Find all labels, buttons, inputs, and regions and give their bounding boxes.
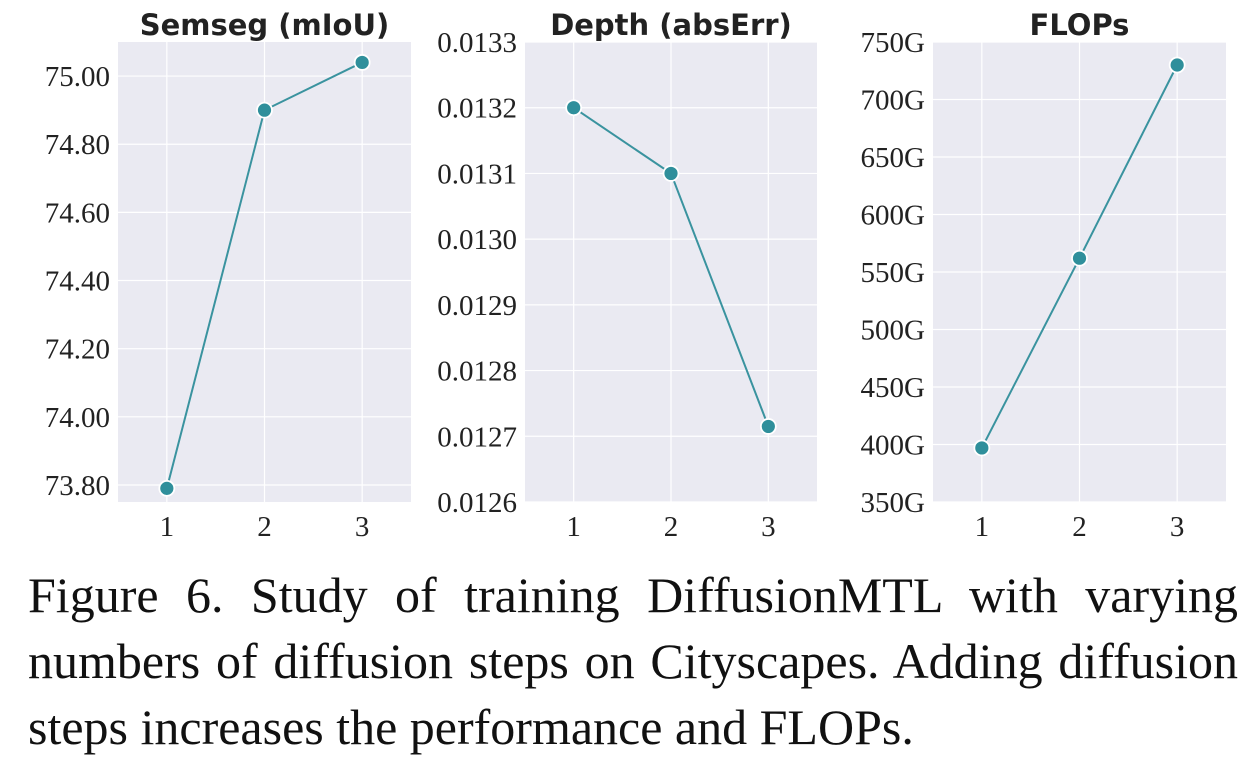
- flops-y-tick-label: 400G: [861, 430, 926, 462]
- semseg-x-tick-label: 1: [160, 511, 175, 543]
- flops-y-tick-label: 350G: [861, 487, 926, 519]
- flops-y-tick-label: 450G: [861, 372, 926, 404]
- semseg-data-point: [256, 101, 273, 119]
- flops-panel-title: FLOPs: [1030, 8, 1130, 42]
- semseg-x-tick-label: 3: [355, 511, 370, 543]
- depth-y-tick-label: 0.0133: [437, 27, 517, 59]
- depth-y-tick-label: 0.0128: [437, 356, 517, 388]
- semseg-y-tick-label: 73.80: [45, 470, 110, 502]
- semseg-y-tick-label: 74.20: [45, 334, 110, 366]
- semseg-y-tick-label: 74.60: [45, 197, 110, 229]
- flops-data-point: [1071, 249, 1088, 267]
- flops-y-tick-label: 550G: [861, 257, 926, 289]
- depth-y-tick-label: 0.0131: [437, 158, 517, 190]
- figure-caption: Figure 6. Study of training DiffusionMTL…: [28, 567, 1238, 755]
- flops-y-tick-label: 750G: [861, 27, 926, 59]
- flops-y-tick-label: 700G: [861, 85, 926, 117]
- depth-data-point: [662, 165, 680, 182]
- semseg-panel-title: Semseg (mIoU): [140, 8, 390, 42]
- semseg-y-tick-label: 74.80: [45, 129, 110, 161]
- flops-x-tick-label: 1: [975, 511, 990, 543]
- depth-x-tick-label: 3: [761, 511, 776, 543]
- depth-x-tick-label: 1: [566, 511, 581, 543]
- figure: 73.80 74.00 74.20 74.40 74.60 74.80 75.00 1 2 3 Se…: [45, 8, 1226, 543]
- flops-data-point: [1168, 56, 1186, 74]
- semseg-y-tick-label: 74.40: [45, 266, 110, 298]
- semseg-data-point: [158, 479, 176, 497]
- flops-y-tick-label: 500G: [861, 315, 926, 347]
- flops-panel: 350G 400G 450G 500G 550G 600G 650G 700G 750G 1 2 3 F…: [861, 8, 1226, 543]
- semseg-panel: 73.80 74.00 74.20 74.40 74.60 74.80 75.00 1 2 3 Se…: [45, 8, 411, 543]
- depth-panel: 0.0126 0.0127 0.0128 0.0129 0.0130 0.0131 0.01…: [437, 8, 817, 543]
- semseg-y-tick-label: 75.00: [45, 61, 110, 93]
- depth-y-tick-label: 0.0129: [437, 290, 517, 322]
- flops-x-tick-label: 3: [1170, 511, 1185, 543]
- depth-y-tick-label: 0.0130: [437, 224, 517, 256]
- depth-x-tick-label: 2: [664, 511, 679, 543]
- depth-y-tick-label: 0.0127: [437, 421, 517, 453]
- depth-data-point: [565, 99, 583, 117]
- depth-data-point: [759, 418, 777, 435]
- flops-y-tick-label: 600G: [861, 200, 926, 232]
- semseg-y-tick-label: 74.00: [45, 402, 110, 434]
- depth-panel-title: Depth (absErr): [550, 8, 792, 42]
- flops-x-tick-label: 2: [1072, 511, 1087, 543]
- flops-data-point: [973, 439, 991, 457]
- depth-y-tick-label: 0.0132: [437, 93, 517, 125]
- depth-y-tick-label: 0.0126: [437, 487, 517, 519]
- semseg-x-tick-label: 2: [257, 511, 272, 543]
- semseg-data-point: [353, 54, 371, 71]
- flops-y-tick-label: 650G: [861, 142, 926, 174]
